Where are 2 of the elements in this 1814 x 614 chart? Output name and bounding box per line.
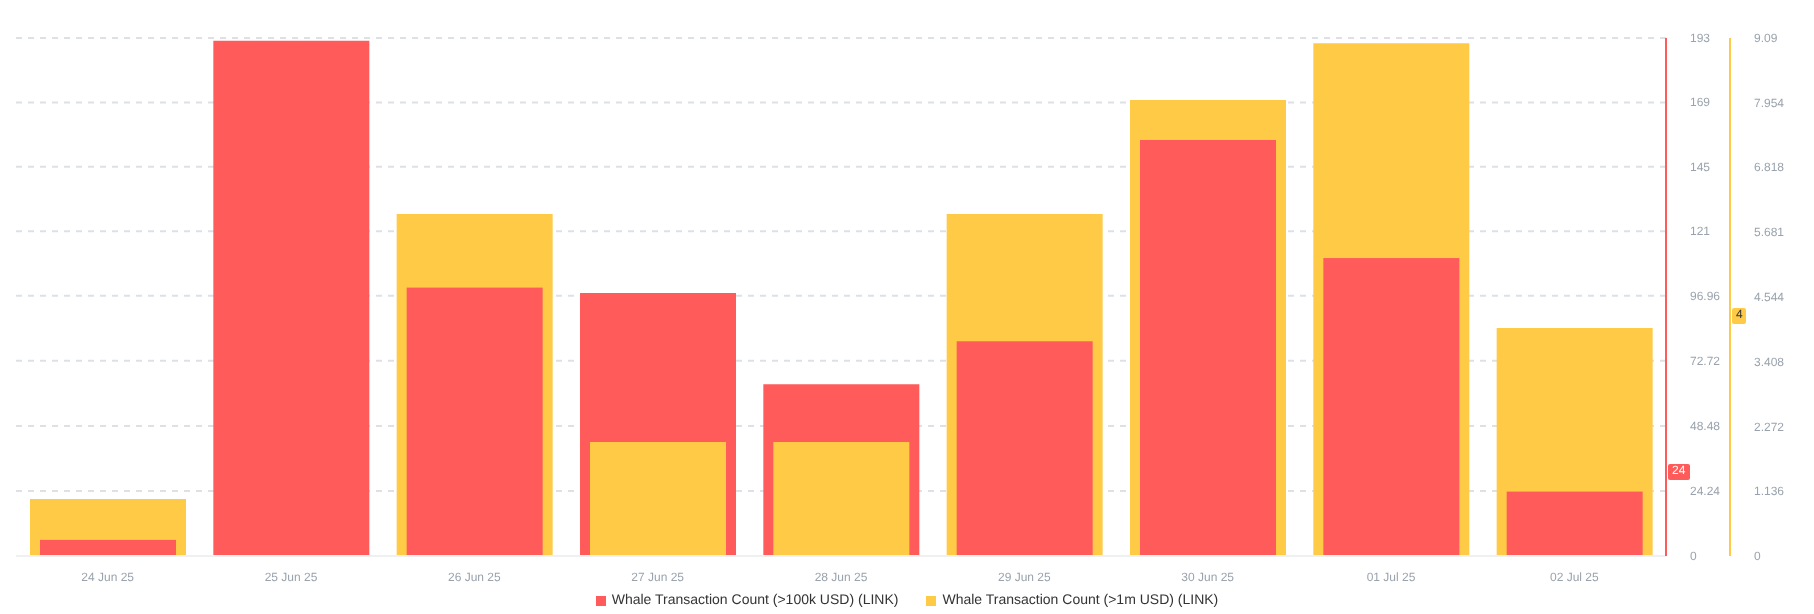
bar <box>1506 491 1643 556</box>
bar <box>40 539 176 556</box>
